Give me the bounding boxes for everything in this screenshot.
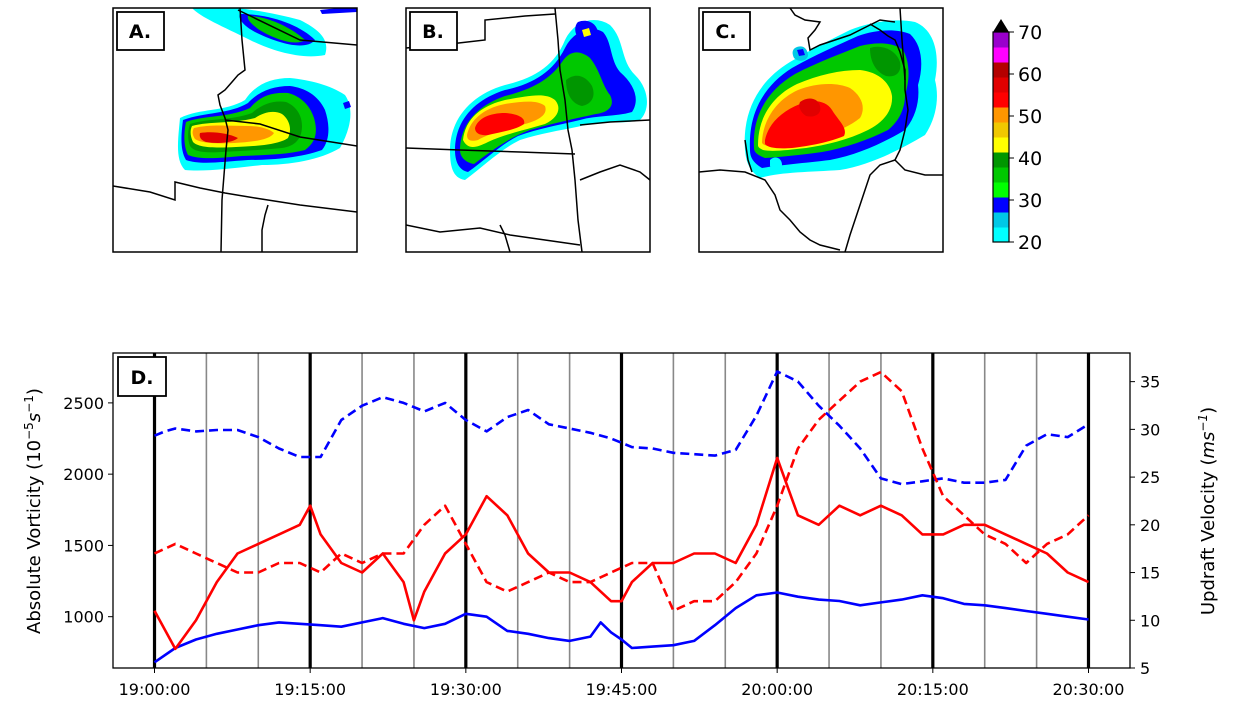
chart-panel-label-box — [117, 356, 167, 397]
map-panel-c: C. — [698, 7, 944, 253]
series-line-3 — [153, 456, 1090, 651]
reflectivity-area — [566, 75, 594, 106]
y-right-tick-label: 30 — [1140, 420, 1160, 439]
map-boundary — [899, 8, 906, 81]
colorbar-block — [993, 77, 1009, 93]
map-boundary — [113, 181, 357, 213]
reflectivity-area — [765, 101, 845, 149]
colorbar-extend-arrow — [993, 19, 1009, 32]
reflectivity-area — [799, 98, 821, 117]
x-tick-label: 19:00:00 — [119, 680, 191, 699]
map-boundary — [744, 139, 753, 173]
colorbar: 70 60 50 40 30 20 — [992, 19, 1042, 254]
map-panel-a: A. — [112, 7, 358, 253]
y-axis-left-label: Absolute Vorticity (10−5s−1) — [22, 388, 45, 634]
map-panel-frame — [405, 7, 651, 253]
series-line-2 — [154, 370, 1090, 486]
x-tick-label: 19:15:00 — [274, 680, 346, 699]
map-boundary — [406, 224, 581, 246]
map-panel-frame — [112, 7, 358, 253]
y-axis-right-label: Updraft Velocity (ms−1) — [1196, 407, 1219, 615]
x-tick-label: 20:00:00 — [741, 680, 813, 699]
map-panel-frame — [698, 7, 944, 253]
map-boundary — [224, 119, 357, 147]
colorbar-tick-label: 40 — [1018, 148, 1042, 170]
map-panel-label-box — [702, 11, 751, 51]
colorbar-block — [993, 152, 1009, 168]
colorbar-block — [993, 122, 1009, 138]
y-left-tick-label: 1000 — [63, 608, 104, 627]
colorbar-block — [993, 137, 1009, 153]
map-boundary — [579, 119, 650, 126]
x-tick-label: 20:30:00 — [1053, 680, 1125, 699]
colorbar-block — [993, 92, 1009, 108]
map-boundary — [699, 169, 841, 251]
colorbar-tick-label: 70 — [1018, 22, 1042, 44]
colorbar-frame — [992, 31, 1010, 243]
y-left-tick-label: 2000 — [63, 465, 104, 484]
map-boundary — [844, 159, 896, 252]
reflectivity-area — [797, 49, 805, 56]
y-right-tick-label: 20 — [1140, 516, 1160, 535]
map-boundary — [579, 164, 650, 181]
map-boundary — [789, 8, 896, 52]
colorbar-block — [993, 47, 1009, 63]
colorbar-tick-label: 60 — [1018, 64, 1042, 86]
colorbar-block — [993, 197, 1009, 213]
map-panel-label-box — [116, 11, 165, 51]
series-line-4 — [153, 370, 1090, 613]
colorbar-tick-label: 30 — [1018, 190, 1042, 212]
map-panel-label: A. — [129, 21, 151, 43]
reflectivity-area — [475, 113, 525, 136]
colorbar-tick-label: 50 — [1018, 106, 1042, 128]
colorbar-block — [993, 107, 1009, 123]
map-panel-label: C. — [715, 21, 736, 43]
y-right-tick-label: 10 — [1140, 611, 1160, 630]
colorbar-block — [993, 227, 1009, 243]
x-tick-label: 20:15:00 — [897, 680, 969, 699]
map-boundary — [217, 8, 246, 252]
map-panel-label-box — [409, 11, 458, 51]
x-tick-label: 19:30:00 — [430, 680, 502, 699]
map-boundary — [894, 159, 943, 176]
y-right-tick-label: 35 — [1140, 373, 1160, 392]
map-panel-label: B. — [422, 21, 444, 43]
reflectivity-area — [320, 8, 357, 14]
reflectivity-area — [582, 28, 591, 37]
y-right-tick-label: 25 — [1140, 468, 1160, 487]
chart-d: 19:00:00 19:15:00 19:30:00 19:45:00 20:00:00… — [22, 352, 1219, 699]
y-left-tick-label: 1500 — [63, 536, 104, 555]
colorbar-block — [993, 212, 1009, 228]
colorbar-tick-label: 20 — [1018, 232, 1042, 254]
map-boundary — [261, 204, 269, 252]
map-boundary — [554, 8, 583, 252]
y-right-tick-label: 5 — [1140, 659, 1150, 678]
y-right-tick-label: 15 — [1140, 564, 1160, 583]
chart-panel-label: D. — [131, 367, 154, 389]
map-boundary — [499, 224, 511, 252]
map-boundary — [406, 147, 576, 155]
colorbar-block — [993, 167, 1009, 183]
reflectivity-area — [343, 101, 351, 109]
reflectivity-area — [199, 132, 238, 143]
map-boundary — [237, 9, 357, 46]
reflectivity-area — [870, 46, 901, 77]
colorbar-block — [993, 182, 1009, 198]
reflectivity-area — [770, 157, 782, 171]
y-left-tick-label: 2500 — [63, 394, 104, 413]
colorbar-block — [993, 32, 1009, 48]
map-panel-b: B. — [405, 7, 651, 253]
series-line-1 — [153, 591, 1089, 664]
x-tick-label: 19:45:00 — [586, 680, 658, 699]
colorbar-block — [993, 62, 1009, 78]
